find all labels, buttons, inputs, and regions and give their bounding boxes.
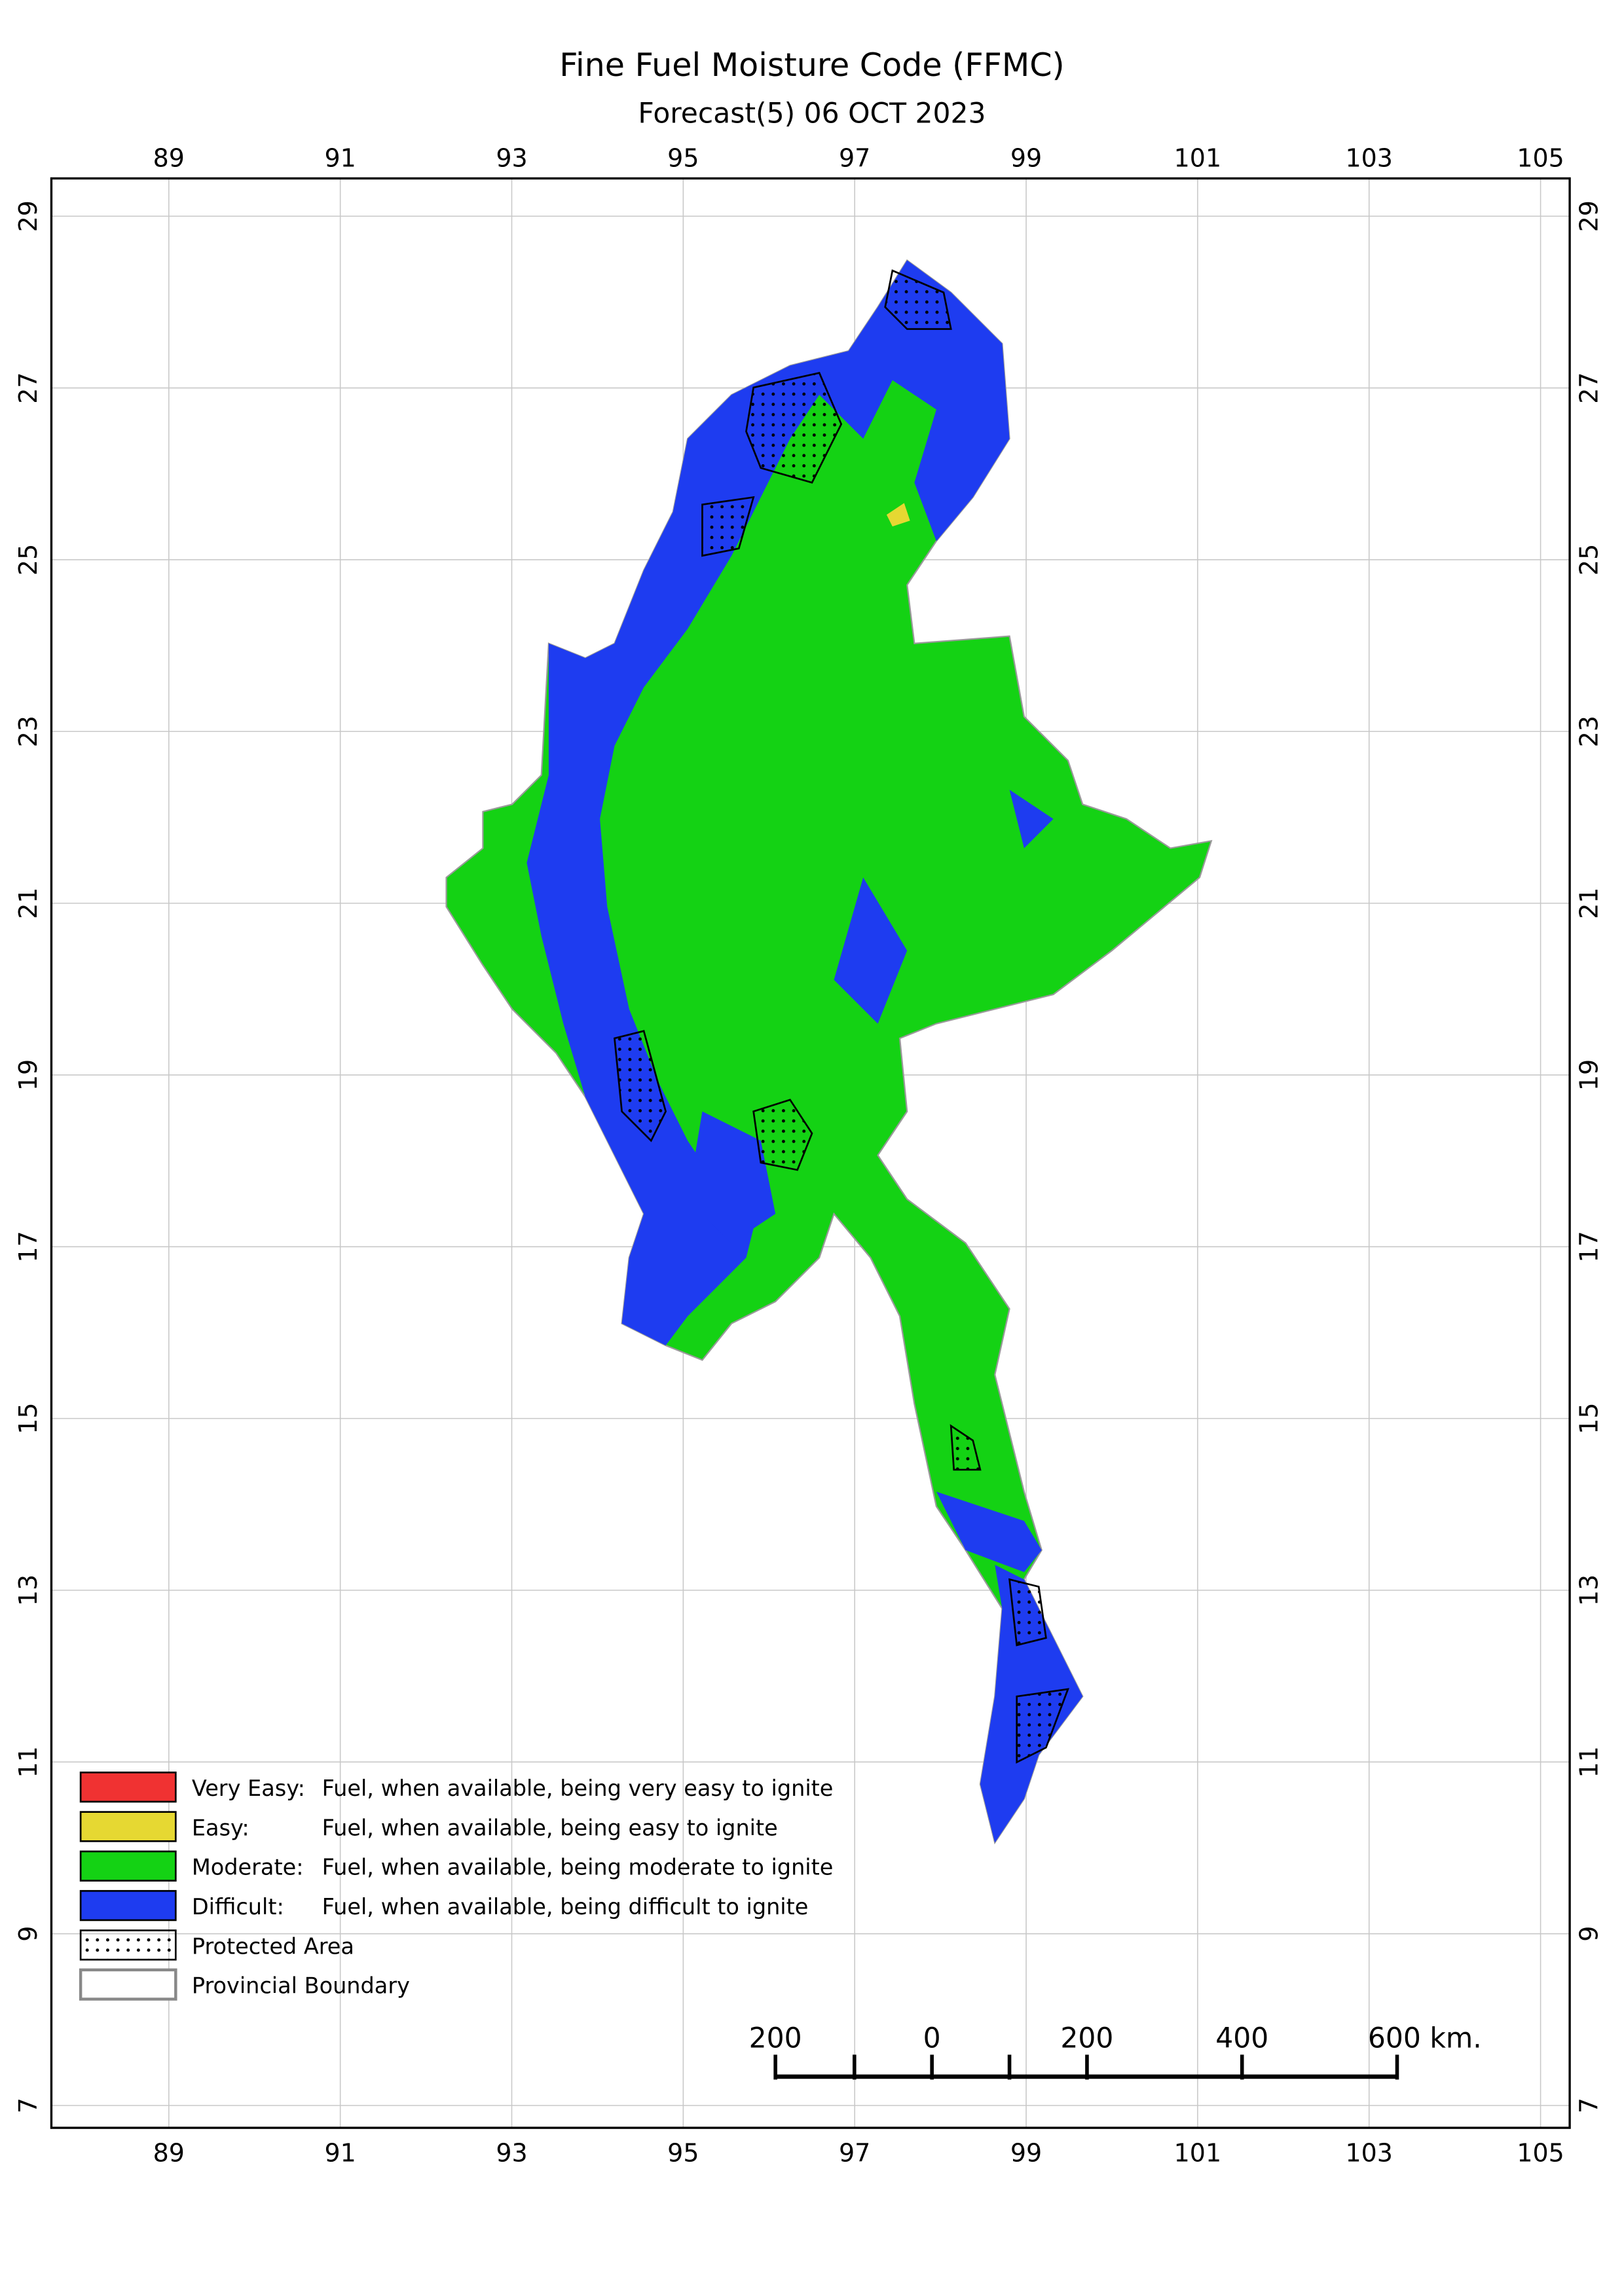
lat-label: 13 [14,1575,43,1606]
legend-swatch [79,1889,177,1922]
lon-label: 91 [324,2138,356,2167]
legend-label: Protected Area [192,1933,354,1959]
lon-label: 105 [1517,2138,1564,2167]
lat-label: 23 [14,716,43,747]
lon-label: 99 [1010,2138,1042,2167]
lon-label: 105 [1517,144,1564,173]
lon-label: 95 [667,144,699,173]
lat-label: 7 [14,2098,43,2113]
scale-label: 200 [1060,2022,1113,2054]
legend-label: Very Easy: [192,1776,305,1801]
lat-label: 29 [1575,200,1604,232]
lat-label: 15 [1575,1402,1604,1434]
protected-area [950,1424,982,1471]
map-title: Fine Fuel Moisture Code (FFMC) [559,46,1064,84]
legend-label: Provincial Boundary [192,1973,410,1999]
map-frame [50,177,1571,2129]
lon-label: 103 [1345,144,1392,173]
legend-swatch [79,1811,177,1842]
legend-swatch [79,1968,177,2001]
lon-label: 103 [1345,2138,1392,2167]
legend-swatch [79,1771,177,1803]
lon-label: 97 [839,2138,870,2167]
lon-label: 101 [1174,144,1221,173]
protected-area [752,1099,813,1171]
protected-area [613,1030,667,1142]
legend-description: Fuel, when available, being very easy to… [322,1776,834,1801]
lat-label: 23 [1575,716,1604,747]
scale-label: 600 km. [1368,2022,1482,2054]
lon-label: 93 [496,144,527,173]
lat-label: 17 [14,1231,43,1262]
scale-label: 200 [749,2022,802,2054]
lat-label: 13 [1575,1575,1604,1606]
legend-description: Fuel, when available, being moderate to … [322,1855,834,1880]
lon-label: 93 [496,2138,527,2167]
lat-label: 19 [14,1059,43,1091]
lat-label: 9 [14,1926,43,1942]
legend-swatch [79,1929,177,1961]
lat-label: 7 [1575,2098,1604,2113]
difficult-area [936,1491,1042,1573]
lat-label: 11 [14,1746,43,1777]
lon-label: 101 [1174,2138,1221,2167]
legend-label: Moderate: [192,1855,304,1880]
lat-label: 11 [1575,1746,1604,1777]
lat-label: 21 [1575,887,1604,919]
country [445,259,1213,1845]
protected-area [884,269,952,330]
legend-label: Difficult: [192,1894,284,1920]
lat-label: 17 [1575,1231,1604,1262]
lat-label: 29 [14,200,43,232]
lon-label: 99 [1010,144,1042,173]
legend-description: Fuel, when available, being easy to igni… [322,1815,778,1840]
legend-label: Easy: [192,1815,249,1840]
legend: Very Easy: Fuel, when available, being ve… [79,1771,834,2001]
scale-bar: 200 0 200 400 600 km. [749,2022,1482,2080]
lon-label: 91 [324,144,356,173]
lon-label: 95 [667,2138,699,2167]
lon-label: 89 [153,2138,185,2167]
difficult-area [688,790,1054,1243]
lat-label: 9 [1575,1926,1604,1942]
protected-areas [613,269,1069,1764]
lat-label: 27 [1575,372,1604,403]
lat-label: 15 [14,1402,43,1434]
legend-description: Fuel, when available, being difficult to… [322,1894,809,1920]
lat-label: 19 [1575,1059,1604,1091]
easy-area [886,503,910,527]
protected-area [745,372,843,484]
map-subtitle: Forecast(5) 06 OCT 2023 [638,98,986,130]
scale-label: 400 [1215,2022,1268,2054]
lon-label: 97 [839,144,870,173]
lon-label: 89 [153,144,185,173]
scale-label: 0 [923,2022,941,2054]
protected-area [701,496,755,557]
protected-area [1016,1688,1069,1764]
lat-label: 21 [14,887,43,919]
lat-label: 25 [14,544,43,575]
protected-area [1008,1578,1047,1647]
lat-label: 25 [1575,544,1604,575]
legend-swatch [79,1850,177,1882]
lat-label: 27 [14,372,43,403]
